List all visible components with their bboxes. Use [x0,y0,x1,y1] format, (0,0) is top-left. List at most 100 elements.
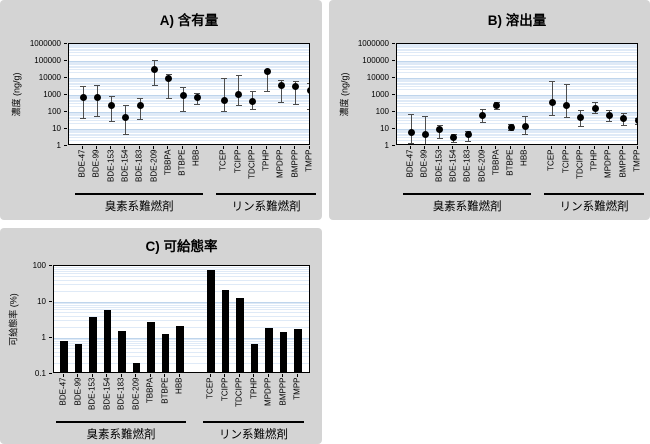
gridline-minor [54,284,309,286]
gridline-minor [54,279,309,281]
y-tick-mark [64,59,67,61]
gridline-minor [69,55,309,57]
category-label: TBBPA [491,149,501,175]
error-bar-cap-top [94,84,101,86]
data-point-marker [306,87,309,95]
error-bar-cap-bottom [278,101,285,103]
x-tick-mark [178,374,180,377]
x-tick-mark [253,374,254,377]
gridline-minor [69,129,309,131]
category-label: BDE-153 [106,149,116,182]
category-label: TCIPP [220,377,229,401]
data-point-marker [634,117,637,125]
x-tick-mark [62,374,64,377]
category-label: TMPP [632,149,642,172]
gridline-minor [397,112,637,114]
gridline-minor [69,45,309,47]
x-tick-mark [282,374,283,377]
gridline-minor [397,50,637,52]
data-point-marker [136,101,144,109]
x-tick-mark [91,374,93,377]
group-line [216,193,316,195]
gridline-major [397,94,637,96]
x-tick-mark [550,146,552,149]
x-tick-mark [296,374,298,377]
error-bar-cap-bottom [606,121,613,123]
error-bar [280,79,282,102]
bar [265,327,273,372]
group-label: リン系難燃剤 [559,201,629,213]
bar [60,340,68,372]
x-tick-mark [153,146,154,149]
category-label: BDE-47 [58,377,68,406]
gridline-minor [69,61,309,63]
gridline-minor [69,50,309,52]
x-tick-mark [135,374,136,377]
x-tick-mark [251,146,253,149]
error-bar-cap-top [465,130,472,132]
y-tick-mark [49,300,52,302]
x-tick-mark [195,146,197,149]
gridline-minor [397,129,637,131]
category-label: MPDPP [275,149,285,178]
x-tick-mark [106,374,107,377]
error-bar [566,83,567,118]
x-tick-mark [237,146,238,149]
gridline-minor [69,82,309,84]
error-bar-cap-top [563,83,570,85]
gridline-minor [397,98,637,100]
data-point-marker [464,131,472,139]
group-line [56,421,186,423]
category-label: TDCIPP [234,377,244,407]
gridline-minor [69,69,309,71]
category-label: BTBPE [177,149,187,176]
category-label: BDE-183 [462,149,472,182]
error-bar-cap-top [235,75,242,76]
x-tick-mark [95,146,97,149]
gridline-minor [397,45,637,47]
y-tick-label: 100 [32,260,46,270]
plot-area-a [68,43,310,145]
panel-chart-content: A) 含有量 1000000 100000 10000 1000 100 10 1 濃度 (n… [0,0,322,220]
y-tick-mark [49,372,52,374]
gridline-minor [69,118,309,120]
gridline-minor [397,67,637,69]
category-label: BDE-154 [120,149,130,182]
gridline-minor [54,304,309,306]
error-bar-cap-top [122,105,129,107]
gridline-minor [69,101,309,103]
bar [207,270,215,372]
error-bar-cap-bottom [436,137,443,139]
x-tick-mark [579,146,581,149]
x-tick-mark [81,146,83,149]
group-label: 臭素系難燃剤 [86,429,156,441]
error-bar-cap-top [522,115,529,117]
bar [250,343,259,372]
gridline-major [397,111,637,113]
error-bar [238,75,239,106]
y-tick-label: 1 [56,140,61,150]
data-point-marker [220,96,228,104]
gridline-minor [69,46,309,48]
gridline-minor [397,115,637,117]
error-bar-cap-bottom [80,117,86,119]
error-bar-cap-bottom [137,118,144,120]
error-bar [223,78,225,112]
error-bar [310,83,311,108]
error-bar [266,69,268,91]
y-axis-title: 濃度 (ng/g) [11,72,22,117]
data-point-marker [292,83,300,91]
category-label: TCEP [218,149,228,171]
gridline-major [397,60,637,62]
gridline-minor [69,95,309,97]
gridline-minor [69,114,309,116]
gridline-minor [397,44,637,46]
gridline-major [69,77,309,79]
gridline-minor [397,82,637,84]
category-label: BDE-47 [77,149,87,178]
gridline-minor [69,62,309,64]
error-bar-cap-top [620,113,627,115]
category-label: BTBPE [160,377,169,404]
gridline-minor [397,79,637,81]
y-tick-label: 100000 [34,55,61,65]
